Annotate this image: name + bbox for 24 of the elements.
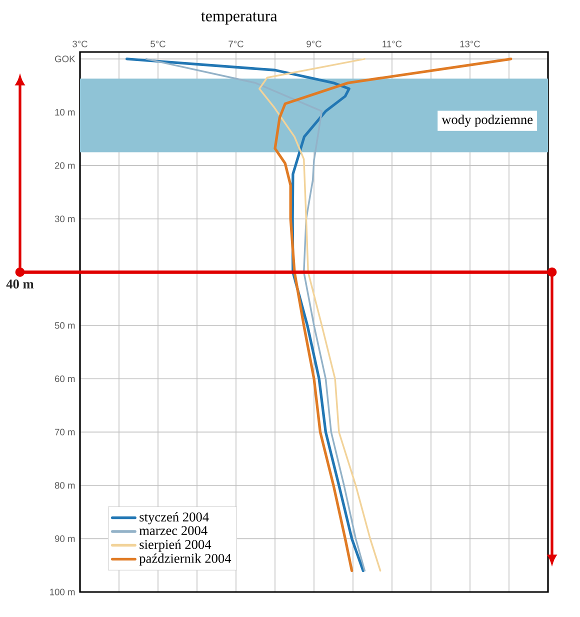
x-tick-label: 5°C [150, 40, 166, 48]
y-tick-label: GOK [55, 56, 76, 62]
line-series [258, 58, 382, 572]
y-tick-label: 90 m [54, 535, 75, 542]
y-tick-label: 70 m [55, 428, 75, 436]
y-tick-label: 100 m [50, 588, 75, 596]
x-tick-label: 3°C [72, 40, 88, 48]
y-tick-label: 50 m [54, 322, 75, 329]
x-tick-label: 7°C [228, 40, 244, 48]
x-tick-label: 13°C [460, 40, 480, 48]
legend-label: marzec 2004 [139, 526, 208, 536]
legend-label: styczeń 2004 [140, 512, 209, 524]
y-tick-label: 60 m [55, 375, 75, 382]
x-tick-label: 9°C [306, 40, 322, 48]
y-tick-label: 10 m [55, 108, 75, 116]
chart-title: temperatura [201, 12, 278, 25]
y-tick-label: 30 m [54, 216, 75, 222]
legend-label: sierpień 2004 [140, 540, 212, 552]
legend-label: październik 2004 [139, 554, 232, 566]
band-label: wody podziemne [442, 114, 533, 127]
y-tick-label: 80 m [54, 482, 75, 489]
y-tick-label: 20 m [55, 162, 75, 169]
ref-line-label: 40 m [6, 280, 34, 289]
x-tick-label: 11°C [382, 40, 402, 48]
